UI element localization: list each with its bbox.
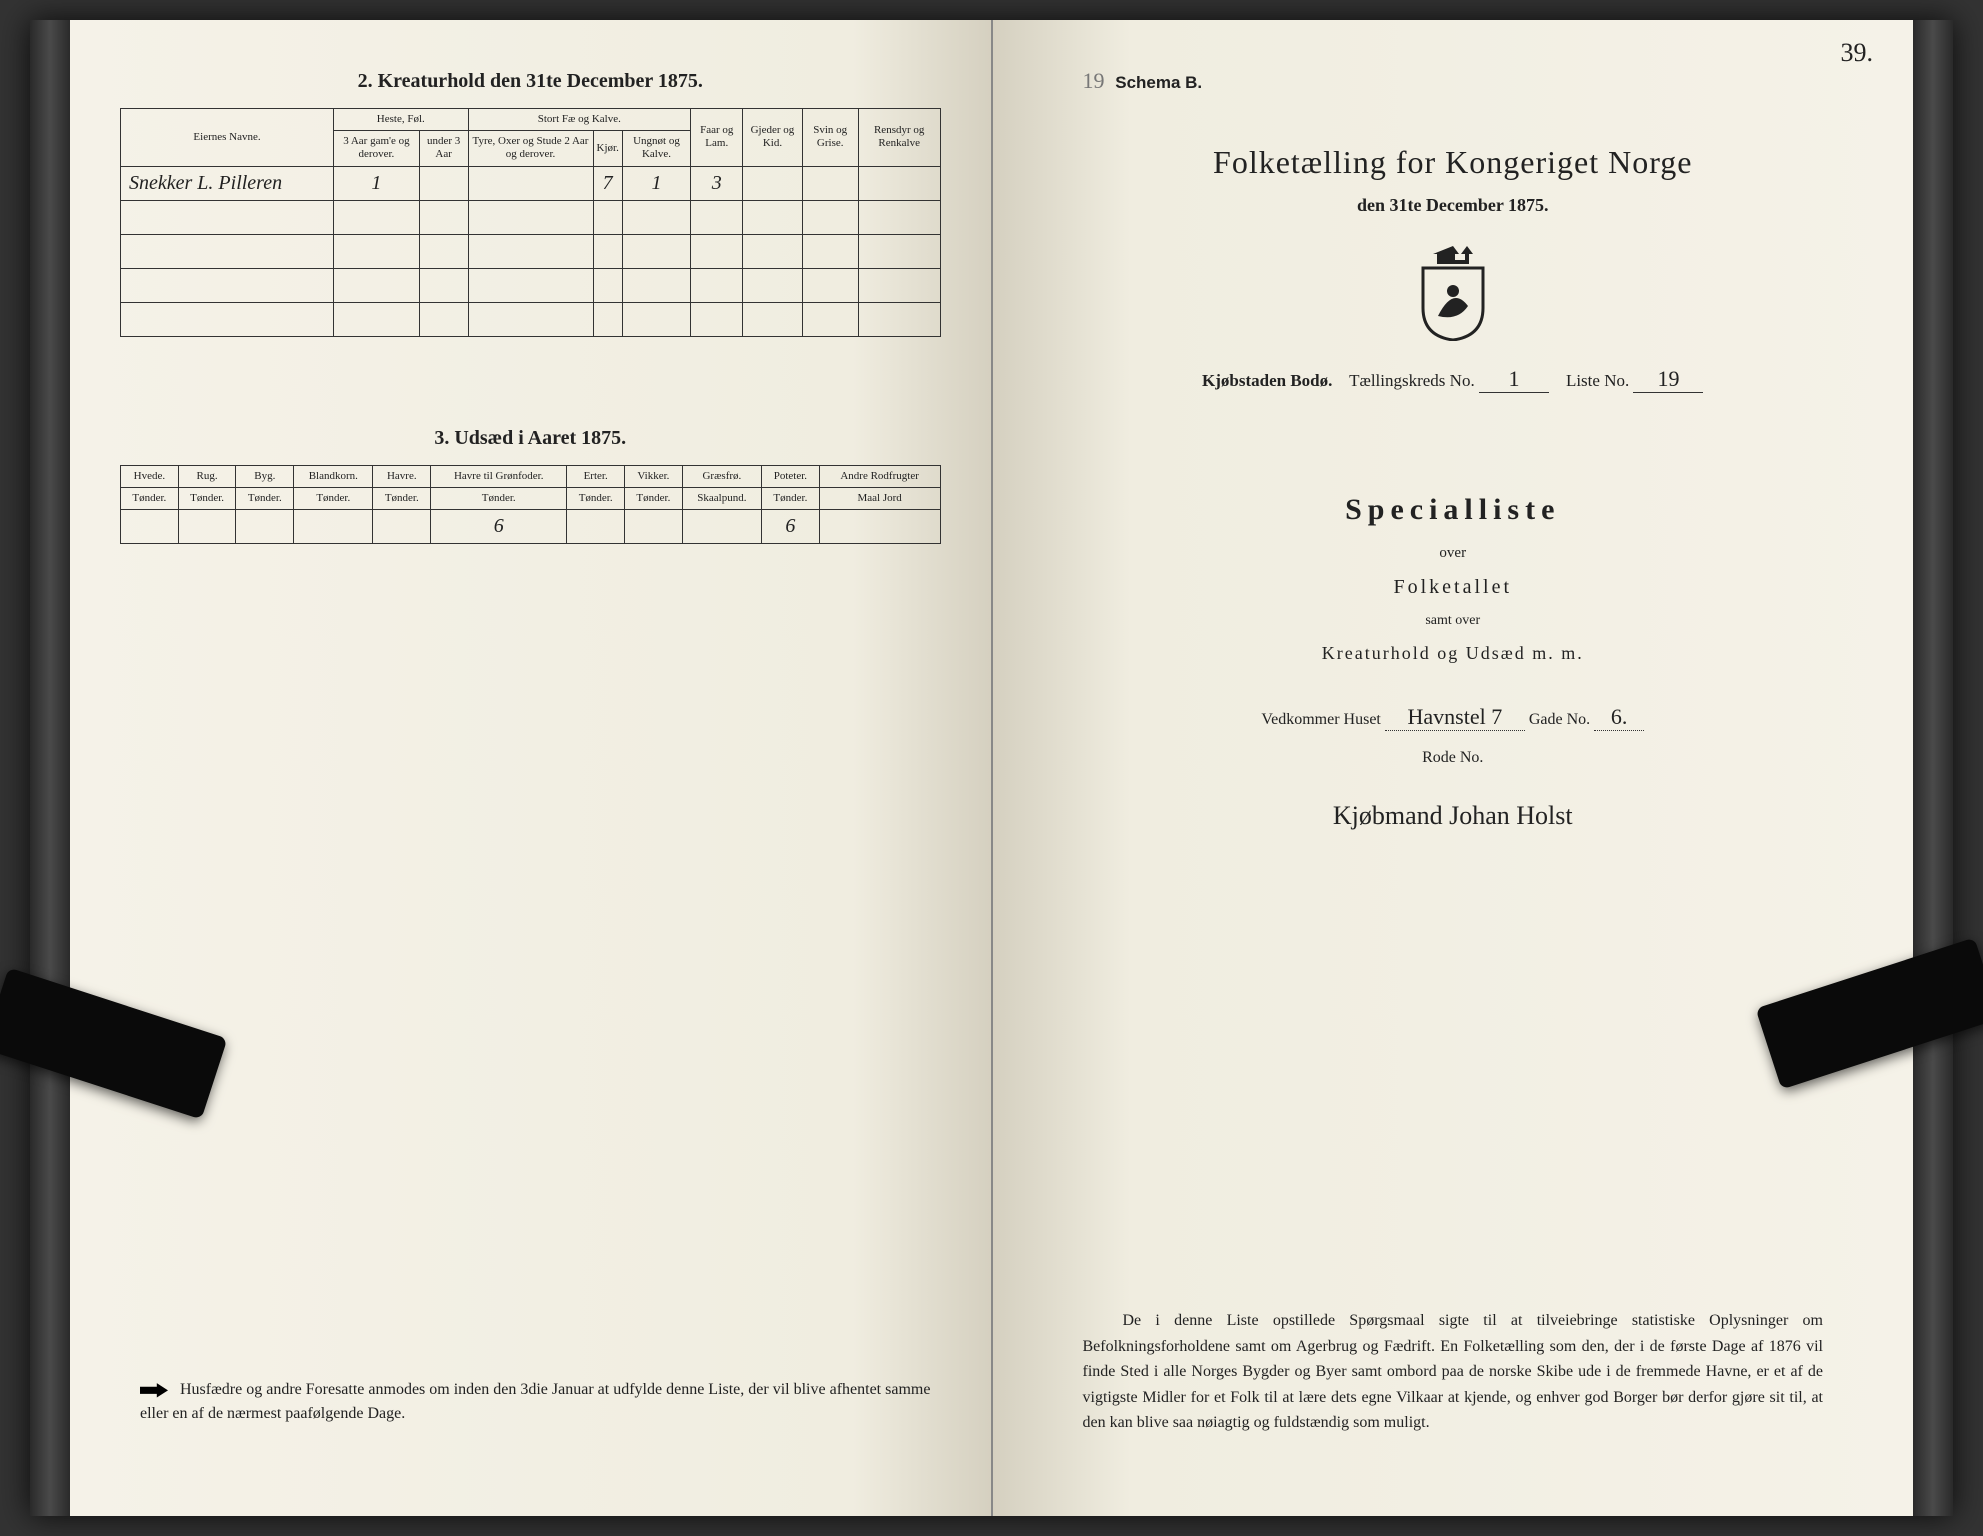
liste-label: Liste No. (1566, 371, 1629, 390)
col-c1: Tyre, Oxer og Stude 2 Aar og derover. (468, 131, 593, 166)
c7: Erter. (567, 465, 625, 487)
c4: Blandkorn. (294, 465, 373, 487)
section2-title: 2. Kreaturhold den 31te December 1875. (120, 70, 941, 93)
r-c6: 6 (431, 509, 567, 543)
cell (802, 166, 858, 200)
district-line: Kjøbstaden Bodø. Tællingskreds No. 1 Lis… (1043, 366, 1864, 393)
col-h1: 3 Aar gam'e og derover. (334, 131, 420, 166)
c9: Græsfrø. (682, 465, 761, 487)
binding-right (1913, 20, 1953, 1516)
u2: Tønder. (178, 487, 236, 509)
section3-title: 3. Udsæd i Aaret 1875. (120, 427, 941, 450)
col-h2: under 3 Aar (419, 131, 468, 166)
pointing-hand-icon (140, 1381, 168, 1399)
row1-h1: 1 (334, 166, 420, 200)
u7: Tønder. (567, 487, 625, 509)
row1-name: Snekker L. Pilleren (121, 166, 334, 200)
c6: Havre til Grønfoder. (431, 465, 567, 487)
page-number: 39. (1841, 38, 1874, 68)
main-title: Folketælling for Kongeriget Norge (1043, 144, 1864, 181)
spec-samt: samt over (1043, 613, 1864, 629)
row1-c3: 1 (622, 166, 690, 200)
vedk-label: Vedkommer Huset (1261, 711, 1381, 728)
schema-label: 19 Schema B. (1083, 68, 1864, 94)
cell (419, 166, 468, 200)
kreds-value: 1 (1479, 366, 1549, 393)
row1-sheep: 3 (691, 166, 743, 200)
cell (743, 166, 802, 200)
grp-cattle: Stort Fæ og Kalve. (468, 109, 691, 131)
u3: Tønder. (236, 487, 294, 509)
kreds-label: Tællingskreds No. (1349, 371, 1475, 390)
seed-table: Hvede. Rug. Byg. Blandkorn. Havre. Havre… (120, 465, 941, 544)
spec-folk: Folketallet (1043, 576, 1864, 599)
u11: Maal Jord (819, 487, 940, 509)
schema-text: Schema B. (1115, 73, 1202, 92)
col-rein: Rensdyr og Renkalve (858, 109, 940, 167)
kjob-label: Kjøbstaden Bodø. (1202, 371, 1332, 390)
house-line: Vedkommer Huset Havnstel 7 Gade No. 6. (1043, 704, 1864, 731)
col-c3: Ungnøt og Kalve. (622, 131, 690, 166)
row1-c2: 7 (593, 166, 622, 200)
vedk-value: Havnstel 7 (1385, 704, 1525, 731)
u10: Tønder. (762, 487, 820, 509)
gade-label: Gade No. (1529, 711, 1590, 728)
u1: Tønder. (121, 487, 179, 509)
bottom-paragraph: De i denne Liste opstillede Spørgsmaal s… (1083, 1308, 1824, 1436)
col-c2: Kjør. (593, 131, 622, 166)
rode-line: Rode No. (1043, 749, 1864, 767)
page-left: 2. Kreaturhold den 31te December 1875. E… (70, 20, 993, 1516)
book-spread: 2. Kreaturhold den 31te December 1875. E… (30, 20, 1953, 1516)
col-owner: Eiernes Navne. (121, 109, 334, 167)
spec-over: over (1043, 545, 1864, 562)
cell (468, 166, 593, 200)
r-c10: 6 (762, 509, 820, 543)
page-right: 39. 19 Schema B. Folketælling for Konger… (993, 20, 1914, 1516)
u8: Tønder. (625, 487, 683, 509)
c10: Poteter. (762, 465, 820, 487)
c2: Rug. (178, 465, 236, 487)
livestock-table: Eiernes Navne. Heste, Føl. Stort Fæ og K… (120, 108, 941, 337)
u5: Tønder. (373, 487, 431, 509)
grp-horse: Heste, Føl. (334, 109, 468, 131)
c8: Vikker. (625, 465, 683, 487)
col-pig: Svin og Grise. (802, 109, 858, 167)
coat-of-arms-icon (1413, 246, 1493, 341)
c1: Hvede. (121, 465, 179, 487)
u6: Tønder. (431, 487, 567, 509)
cell (858, 166, 940, 200)
footnote-text: Husfædre og andre Foresatte anmodes om i… (140, 1381, 930, 1422)
col-goat: Gjeder og Kid. (743, 109, 802, 167)
pencil-number: 19 (1083, 68, 1105, 93)
u9: Skaalpund. (682, 487, 761, 509)
c5: Havre. (373, 465, 431, 487)
u4: Tønder. (294, 487, 373, 509)
spec-kreat: Kreaturhold og Udsæd m. m. (1043, 643, 1864, 664)
c11: Andre Rodfrugter (819, 465, 940, 487)
c3: Byg. (236, 465, 294, 487)
footnote: Husfædre og andre Foresatte anmodes om i… (140, 1378, 931, 1426)
owner-name: Kjøbmand Johan Holst (1043, 801, 1864, 831)
spec-title: Specialliste (1043, 493, 1864, 527)
rode-label: Rode No. (1422, 749, 1483, 766)
gade-value: 6. (1594, 704, 1644, 731)
liste-value: 19 (1633, 366, 1703, 393)
col-sheep: Faar og Lam. (691, 109, 743, 167)
binding-left (30, 20, 70, 1516)
sub-date: den 31te December 1875. (1043, 195, 1864, 216)
